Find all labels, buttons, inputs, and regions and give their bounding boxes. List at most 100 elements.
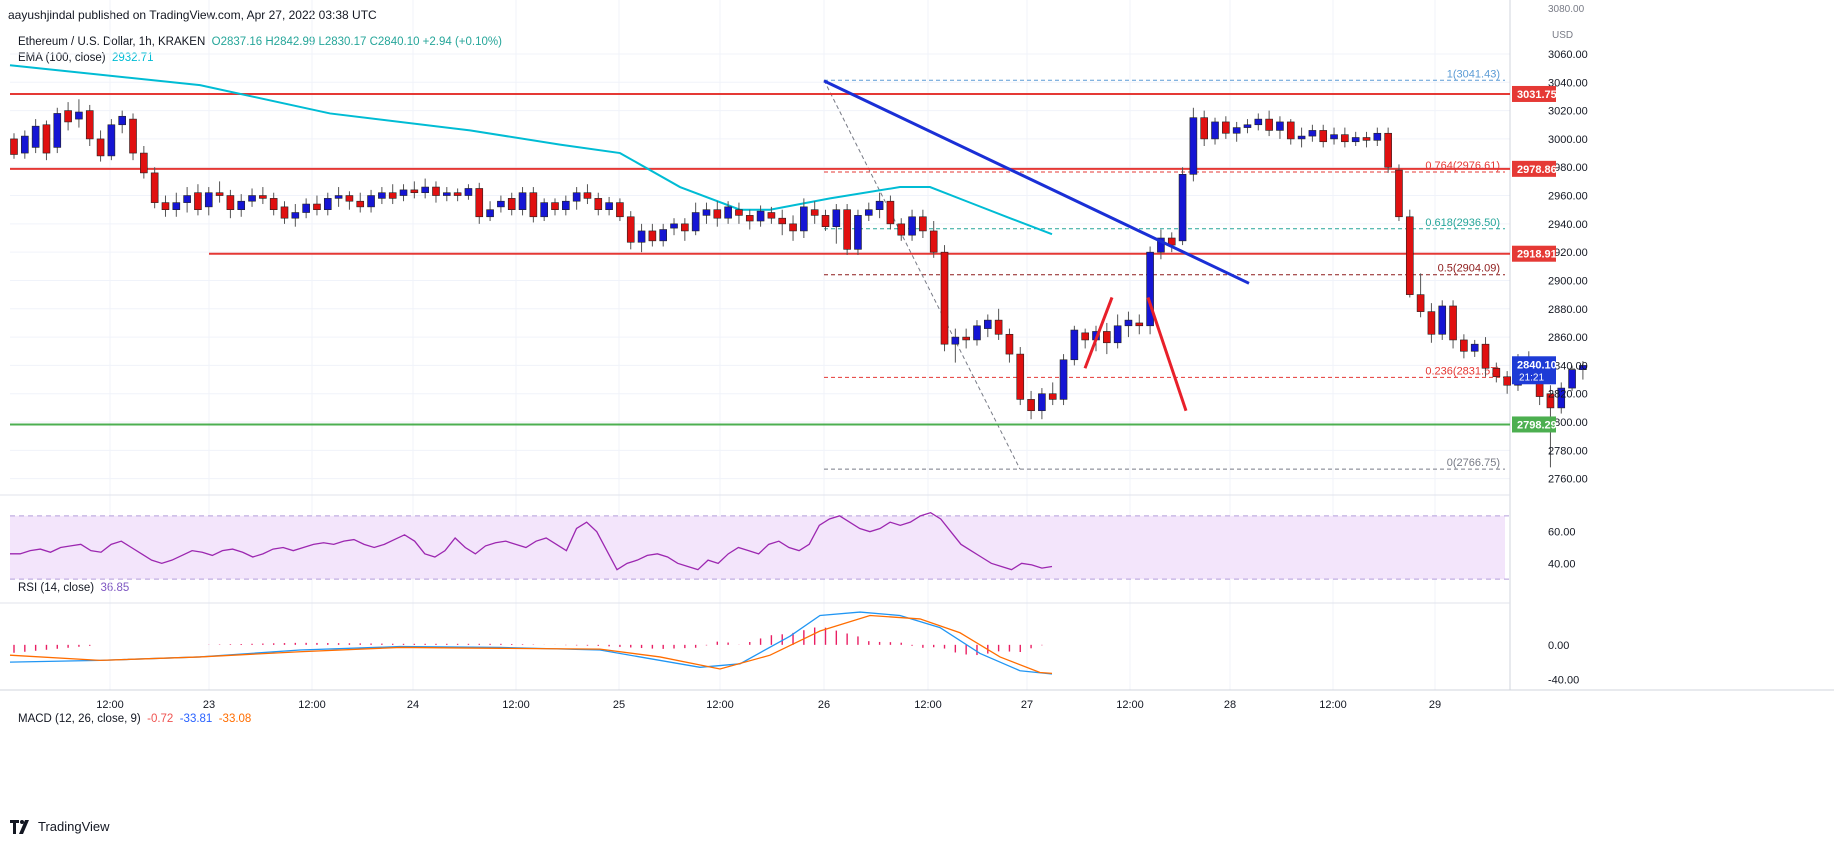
candle-body bbox=[1157, 237, 1165, 253]
candle-body bbox=[453, 192, 462, 196]
macd-signal-line bbox=[9, 614, 1053, 675]
time-tick-label: 29 bbox=[1429, 699, 1441, 711]
price-tick-label: 3040.00 bbox=[1548, 77, 1588, 89]
candle-body bbox=[1103, 331, 1111, 344]
projection-arrow-up bbox=[1083, 296, 1114, 369]
candle-body bbox=[64, 110, 72, 123]
candle-body bbox=[96, 138, 105, 157]
rsi-pane bbox=[10, 511, 1510, 580]
macd-hist-value: -0.72 bbox=[147, 713, 174, 725]
candle-body bbox=[994, 319, 1003, 335]
price-tick-label: 3020.00 bbox=[1548, 106, 1588, 118]
candle-body bbox=[75, 111, 83, 120]
candle-body bbox=[1276, 121, 1284, 131]
candle-body bbox=[875, 200, 884, 210]
time-tick-label: 23 bbox=[203, 699, 215, 711]
time-axis: 12:00 23 12:00 24 12:00 25 12:00 26 12:00 27 12:00… bbox=[96, 699, 1441, 711]
candle-body bbox=[518, 192, 527, 210]
candle-body bbox=[1449, 305, 1457, 341]
projection-arrows bbox=[1083, 296, 1188, 412]
fib-level-label: 0(2766.75) bbox=[1447, 457, 1500, 469]
tradingview-logo-icon bbox=[10, 819, 29, 834]
candle-body bbox=[1460, 339, 1468, 352]
candle-body bbox=[1200, 117, 1208, 140]
projection-arrow-down bbox=[1146, 296, 1188, 412]
candle-body bbox=[313, 203, 321, 210]
candle-body bbox=[345, 195, 354, 202]
candle-body bbox=[1405, 216, 1414, 295]
candle-body bbox=[1308, 130, 1317, 137]
candle-body bbox=[1016, 353, 1025, 400]
candle-body bbox=[843, 209, 851, 250]
candle-body bbox=[280, 206, 289, 219]
candle-body bbox=[21, 135, 29, 154]
price-tick-label: 2940.00 bbox=[1548, 219, 1588, 231]
candle-body bbox=[367, 195, 375, 208]
candle-body bbox=[735, 209, 743, 216]
macd-legend: MACD (12, 26, close, 9) -0.72 -33.81 -33… bbox=[18, 713, 251, 725]
candle-body bbox=[507, 198, 516, 210]
axis-partial-top-tick: 3080.00 bbox=[1548, 4, 1585, 15]
price-tick-label: 2960.00 bbox=[1548, 191, 1588, 203]
candle-body bbox=[1579, 365, 1587, 370]
candle-body bbox=[670, 223, 678, 229]
candle-body bbox=[323, 198, 332, 210]
candle-body bbox=[259, 195, 267, 199]
price-tick-label: 2980.00 bbox=[1548, 162, 1588, 174]
candle-body bbox=[1211, 121, 1219, 140]
candle-body bbox=[1492, 367, 1501, 378]
rsi-label: RSI (14, close) bbox=[18, 582, 95, 594]
candle-body bbox=[821, 215, 830, 227]
candle-body bbox=[562, 200, 570, 210]
candle-body bbox=[140, 152, 148, 174]
candle-body bbox=[42, 124, 51, 154]
candles bbox=[10, 99, 1587, 468]
candle-body bbox=[161, 202, 170, 210]
footer-brand: TradingView bbox=[38, 819, 110, 834]
candle-body bbox=[1232, 127, 1241, 134]
candle-body bbox=[864, 209, 873, 216]
candle-body bbox=[778, 217, 787, 225]
bearish-trendline bbox=[823, 79, 1250, 285]
publisher-caption: aayushjindal published on TradingView.co… bbox=[8, 8, 377, 22]
price-tick-label: 2840.00 bbox=[1548, 360, 1588, 372]
candle-body bbox=[1038, 393, 1046, 412]
candle-body bbox=[1146, 251, 1154, 327]
fib-diagonal bbox=[823, 80, 1021, 470]
key-level-tag bbox=[1512, 85, 1556, 102]
candle-body bbox=[594, 198, 603, 210]
time-tick-label: 26 bbox=[818, 699, 830, 711]
macd-pane bbox=[9, 611, 1053, 675]
price-axis: 3080.00 USD 3060.00 3040.00 3020.00 3000.00 29… bbox=[1512, 4, 1588, 686]
candle-body bbox=[540, 202, 548, 218]
candle-body bbox=[572, 192, 581, 202]
candle-body bbox=[1546, 393, 1555, 409]
macd-signal-value: -33.08 bbox=[218, 713, 252, 725]
candle-body bbox=[1330, 134, 1338, 140]
candle-body bbox=[150, 172, 159, 203]
candle-body bbox=[1395, 169, 1403, 218]
candle-body bbox=[681, 223, 689, 232]
candle-body bbox=[810, 209, 819, 216]
candle-body bbox=[1286, 121, 1295, 140]
time-tick-label: 12:00 bbox=[914, 699, 942, 711]
candle-body bbox=[1254, 118, 1263, 126]
candle-body bbox=[713, 209, 722, 219]
rsi-tick-label: 40.00 bbox=[1548, 558, 1576, 570]
key-level-tag bbox=[1512, 160, 1556, 177]
candle-body bbox=[1319, 130, 1328, 143]
candle-body bbox=[129, 118, 137, 154]
chart-canvas[interactable]: 1(3041.43) 0.764(2976.61) 0.618(2936.50) 0.… bbox=[0, 0, 1834, 815]
price-tick-label: 2800.00 bbox=[1548, 417, 1588, 429]
candle-body bbox=[356, 200, 365, 208]
macd-line-value: -33.81 bbox=[179, 713, 213, 725]
candle-body bbox=[691, 212, 700, 232]
price-tick-label: 2780.00 bbox=[1548, 445, 1588, 457]
candle-body bbox=[1427, 311, 1436, 335]
candle-body bbox=[497, 200, 505, 208]
time-tick-label: 25 bbox=[613, 699, 625, 711]
macd-tick-label: -40.00 bbox=[1548, 674, 1579, 686]
candle-body bbox=[648, 230, 657, 242]
rsi-line bbox=[10, 511, 1053, 571]
key-levels bbox=[10, 92, 1510, 426]
